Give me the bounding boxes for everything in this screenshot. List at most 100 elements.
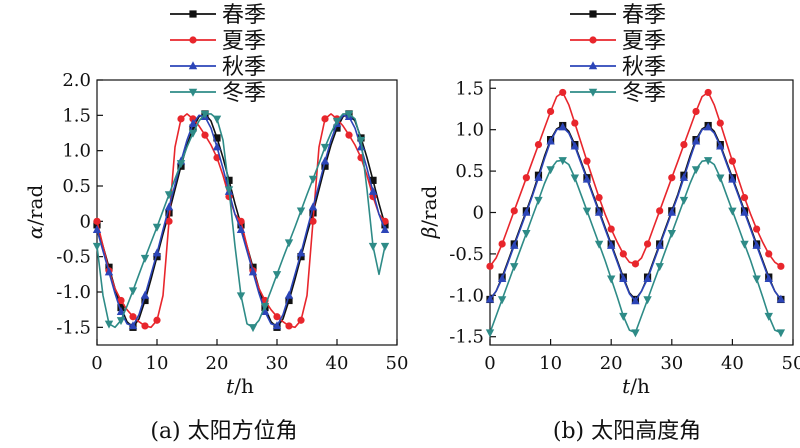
data-point-autumn	[691, 136, 701, 145]
legend-marker	[189, 10, 197, 18]
data-point-autumn	[667, 207, 676, 216]
y-tick-label: 0	[473, 203, 484, 224]
x-axis-label-unit: /h	[630, 374, 650, 398]
data-point-summer	[498, 240, 506, 248]
data-point-autumn	[619, 273, 628, 282]
data-point-summer	[486, 262, 494, 270]
data-point-autumn	[128, 321, 138, 330]
y-tick-label: -1.5	[449, 327, 484, 348]
data-point-summer	[619, 250, 627, 258]
data-point-autumn	[534, 172, 543, 181]
data-point-winter	[380, 242, 390, 251]
legend-marker	[588, 61, 598, 70]
data-point-autumn	[643, 273, 652, 282]
legend-marker	[189, 36, 197, 44]
data-point-winter	[594, 240, 604, 249]
y-tick-label: -1.0	[56, 282, 91, 303]
data-point-winter	[176, 160, 186, 169]
data-point-autumn	[594, 207, 604, 216]
x-tick-label: 20	[206, 353, 229, 374]
x-axis-label-symbol: t	[622, 374, 631, 398]
data-point-summer	[643, 240, 652, 248]
series-line-summer	[489, 91, 782, 267]
data-point-winter	[570, 174, 580, 183]
data-point-autumn	[320, 156, 330, 165]
legend-item-spring: 春季	[570, 3, 666, 28]
data-point-autumn	[248, 267, 258, 276]
data-point-winter	[260, 302, 270, 311]
data-point-summer	[321, 115, 329, 123]
data-point-winter	[308, 175, 318, 184]
data-point-summer	[285, 322, 293, 330]
data-point-autumn	[497, 273, 507, 282]
data-point-summer	[201, 131, 209, 139]
legend-item-winter: 冬季	[570, 81, 666, 106]
x-tick-label: 10	[539, 353, 562, 374]
y-tick-label: 0.5	[62, 176, 91, 197]
data-point-summer	[631, 260, 640, 268]
legend-label: 冬季	[222, 81, 266, 106]
data-point-winter	[703, 157, 713, 166]
data-point-winter	[740, 240, 749, 249]
data-point-summer	[716, 119, 724, 127]
data-point-spring	[213, 134, 221, 142]
data-point-summer	[692, 107, 700, 116]
data-point-spring	[225, 176, 233, 184]
data-point-summer	[309, 217, 317, 225]
data-point-winter	[104, 320, 114, 329]
data-point-winter	[284, 239, 294, 248]
data-point-summer	[704, 88, 712, 97]
legend-item-autumn: 秋季	[570, 55, 666, 80]
x-tick-label: 20	[600, 353, 623, 374]
y-tick-label: 1.0	[62, 141, 91, 162]
legend-marker	[589, 36, 597, 44]
x-axis-label-unit: /h	[234, 374, 254, 398]
legend-label: 秋季	[222, 55, 266, 80]
data-point-summer	[177, 115, 185, 123]
data-point-winter	[607, 275, 616, 284]
data-point-autumn	[558, 122, 567, 131]
legend-label: 秋季	[622, 55, 666, 80]
data-point-autumn	[570, 141, 580, 150]
data-point-winter	[752, 275, 761, 284]
data-point-winter	[344, 110, 354, 119]
chart-caption: (a) 太阳方位角	[150, 419, 297, 444]
data-point-winter	[643, 296, 652, 305]
data-point-winter	[152, 223, 162, 232]
x-tick-label: 40	[326, 353, 349, 374]
y-tick-label: 1.5	[455, 78, 484, 99]
data-point-winter	[546, 166, 555, 175]
data-point-summer	[153, 316, 161, 324]
data-point-spring	[369, 176, 377, 184]
data-point-winter	[272, 271, 282, 280]
x-tick-label: 50	[386, 353, 409, 374]
data-point-winter	[582, 207, 592, 216]
data-point-winter	[510, 263, 519, 272]
data-point-winter	[764, 312, 773, 321]
data-point-summer	[165, 217, 173, 225]
data-point-summer	[129, 313, 137, 321]
data-point-autumn	[776, 294, 786, 303]
legend-item-summer: 夏季	[170, 29, 266, 54]
data-point-summer	[117, 296, 125, 305]
data-point-summer	[547, 107, 555, 116]
data-point-autumn	[716, 141, 725, 150]
y-tick-label: 0	[80, 211, 91, 232]
data-point-winter	[716, 174, 725, 183]
data-point-winter	[116, 317, 126, 326]
data-point-winter	[248, 324, 258, 333]
data-point-summer	[583, 157, 591, 165]
data-point-spring	[153, 253, 161, 261]
data-point-autumn	[152, 248, 162, 257]
x-tick-label: 30	[266, 353, 289, 374]
x-axis-label: t/h	[622, 374, 650, 398]
x-tick-label: 50	[782, 353, 800, 374]
legend-marker	[188, 88, 198, 97]
data-point-autumn	[582, 174, 592, 183]
data-point-summer	[345, 131, 353, 139]
data-point-winter	[485, 329, 495, 338]
data-point-winter	[140, 254, 150, 263]
